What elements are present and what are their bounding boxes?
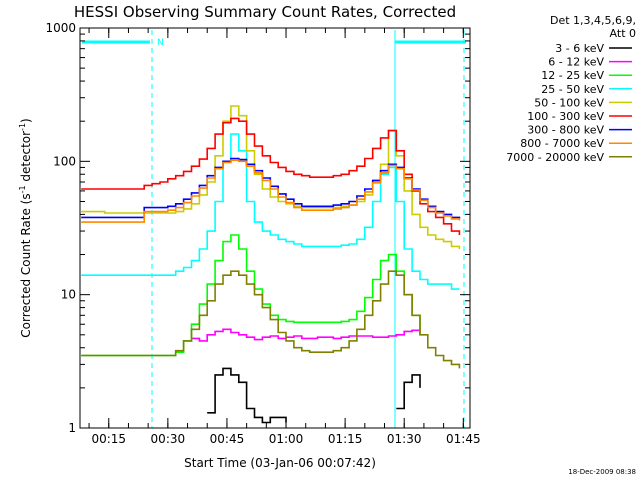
legend-header-1: Det 1,3,4,5,6,9, — [550, 14, 636, 27]
series-layer — [81, 105, 461, 424]
y-axis-title: Corrected Count Rate (s-1 detector-1) — [18, 118, 33, 337]
y-tick-label: 100 — [53, 154, 76, 168]
series-line-1 — [207, 367, 421, 424]
y-axis-title-sup2: -1 — [18, 123, 27, 131]
legend-header-2: Att 0 — [610, 27, 636, 40]
x-tick-label: 00:15 — [91, 432, 126, 446]
legend-label-3: 12 - 25 keV — [541, 69, 604, 82]
plot-frame — [79, 27, 471, 429]
timestamp: 18-Dec-2009 08:38 — [568, 468, 636, 476]
x-tick-label: 01:30 — [387, 432, 422, 446]
x-tick-label: 01:45 — [446, 432, 481, 446]
series-line-4 — [81, 133, 460, 290]
x-tick-label: 00:30 — [151, 432, 186, 446]
legend-label-1: 3 - 6 keV — [555, 42, 604, 55]
x-tick-label: 00:45 — [210, 432, 245, 446]
legend-label-7: 300 - 800 keV — [527, 124, 604, 137]
y-axis-title-part1: Corrected Count Rate (s — [19, 193, 33, 337]
x-axis: 00:15 00:30 00:45 01:00 01:15 01:30 01:45 — [88, 28, 481, 446]
x-tick-label: 01:00 — [269, 432, 304, 446]
legend-label-4: 25 - 50 keV — [541, 83, 604, 96]
legend-label-8: 800 - 7000 keV — [520, 137, 604, 150]
orbit-bands: N — [82, 30, 466, 428]
series-line-6 — [81, 117, 461, 235]
chart-title: HESSI Observing Summary Count Rates, Cor… — [74, 3, 456, 21]
y-axis-title-sup1: -1 — [18, 185, 27, 193]
series-line-8 — [81, 159, 461, 223]
legend-label-6: 100 - 300 keV — [527, 110, 604, 123]
x-tick-label: 01:15 — [328, 432, 363, 446]
legend-label-9: 7000 - 20000 keV — [506, 151, 604, 164]
legend-label-2: 6 - 12 keV — [548, 56, 604, 69]
y-tick-label: 1 — [68, 421, 76, 435]
y-tick-label: 1000 — [45, 21, 76, 35]
y-axis-title-part3: ) — [19, 118, 33, 123]
series-line-2 — [191, 328, 421, 342]
y-tick-label: 10 — [61, 288, 76, 302]
y-axis: 1 10 100 1000 — [45, 21, 470, 435]
night-marker: N — [157, 38, 164, 48]
series-line-9 — [81, 270, 461, 369]
x-axis-title: Start Time (03-Jan-06 00:07:42) — [184, 456, 376, 470]
y-axis-title-part2: detector — [19, 131, 33, 186]
legend-label-5: 50 - 100 keV — [534, 96, 604, 109]
